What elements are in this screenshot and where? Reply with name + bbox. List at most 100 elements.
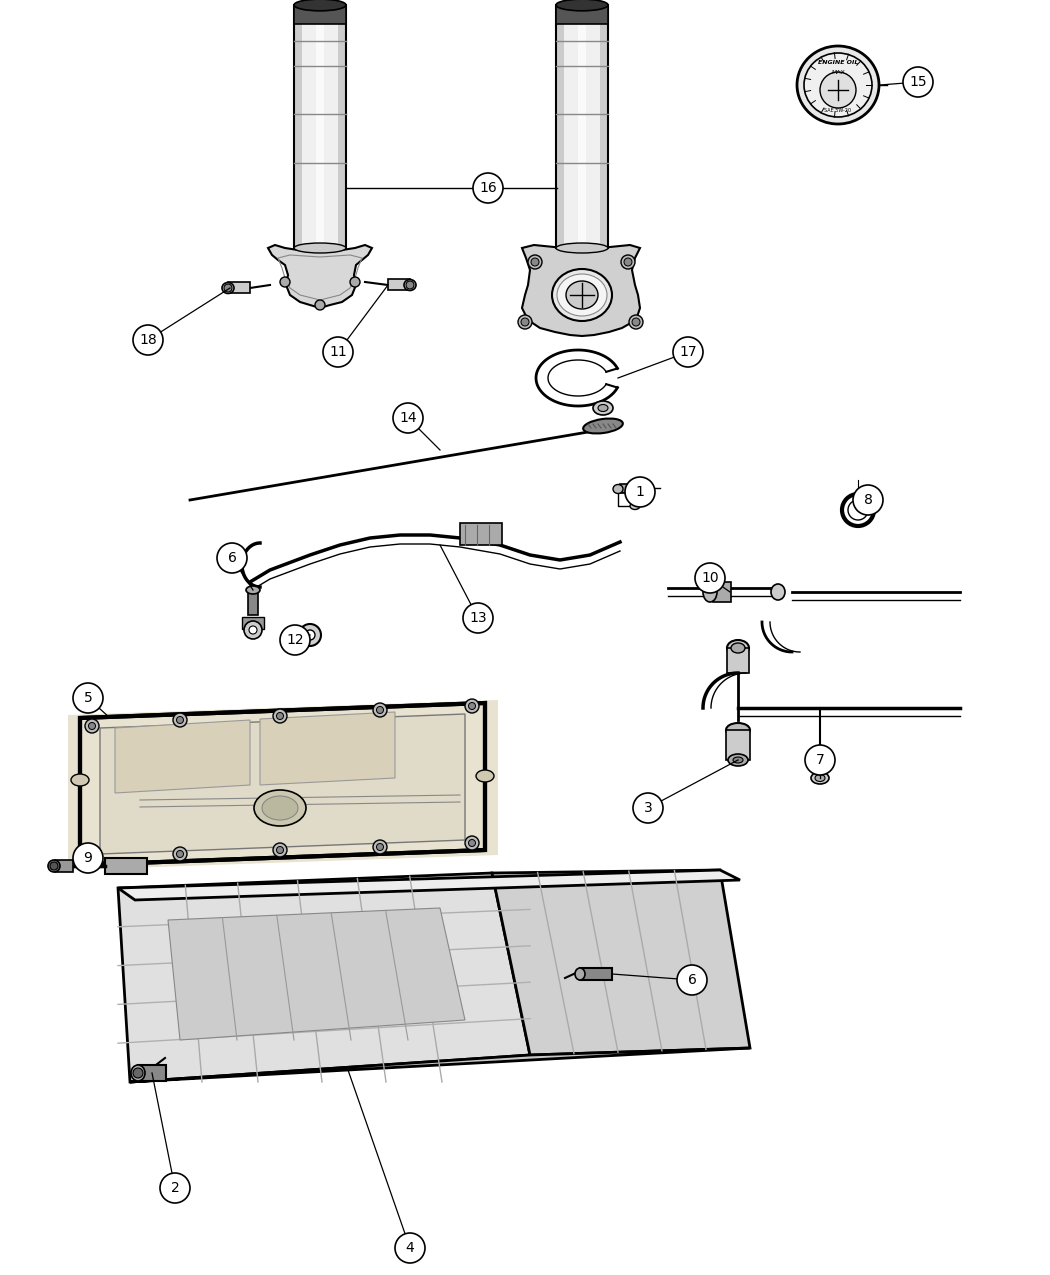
Circle shape [280,277,290,287]
Circle shape [273,843,287,857]
Ellipse shape [598,404,608,412]
Bar [727,648,749,673]
Bar [388,279,410,289]
Polygon shape [68,700,498,870]
Bar [316,5,324,249]
Bar [294,5,346,249]
Circle shape [621,255,635,269]
Circle shape [88,723,96,729]
Polygon shape [118,873,530,1082]
Text: 5: 5 [84,691,92,705]
Ellipse shape [566,280,598,309]
Ellipse shape [476,770,494,782]
Text: 6: 6 [688,973,696,987]
Polygon shape [268,245,372,309]
Circle shape [848,500,868,520]
Ellipse shape [131,1065,145,1081]
Circle shape [280,625,310,655]
Circle shape [85,850,99,864]
Text: MAX: MAX [831,70,845,75]
Circle shape [393,403,423,434]
Ellipse shape [246,586,260,594]
Circle shape [624,258,632,266]
Circle shape [518,315,532,329]
Text: 18: 18 [139,333,156,347]
Circle shape [276,713,284,719]
Ellipse shape [811,771,830,784]
Circle shape [629,315,643,329]
Text: 17: 17 [679,346,697,360]
Text: 16: 16 [479,181,497,195]
Ellipse shape [556,274,607,316]
Circle shape [273,709,287,723]
Circle shape [315,300,326,310]
Ellipse shape [583,418,623,434]
Bar [556,5,608,249]
Circle shape [217,543,247,572]
Circle shape [88,854,96,862]
Circle shape [299,623,321,646]
Ellipse shape [404,279,416,291]
Bar [55,861,74,872]
Circle shape [395,1233,425,1264]
Bar [460,523,502,544]
Polygon shape [118,870,740,900]
Circle shape [74,843,103,873]
Bar [556,5,564,249]
Ellipse shape [733,757,743,762]
Ellipse shape [704,581,717,602]
Circle shape [406,280,414,289]
Circle shape [276,847,284,853]
Ellipse shape [556,244,608,252]
Ellipse shape [254,790,306,826]
Ellipse shape [815,774,825,782]
Bar [228,282,250,293]
Text: 15: 15 [909,75,927,89]
Circle shape [468,839,476,847]
Circle shape [133,1068,143,1077]
Text: 6: 6 [228,551,236,565]
Bar [580,968,612,980]
Text: 8: 8 [863,493,873,507]
Circle shape [373,703,387,717]
Polygon shape [260,711,395,785]
Ellipse shape [613,484,623,493]
Circle shape [176,717,184,723]
Bar [294,5,346,24]
Bar [713,581,731,602]
Circle shape [50,862,58,870]
Text: 4: 4 [405,1241,415,1255]
Circle shape [468,703,476,709]
Polygon shape [168,908,465,1040]
Bar [105,858,147,873]
Text: 14: 14 [399,411,417,425]
Text: 9: 9 [84,850,92,864]
Ellipse shape [726,723,750,737]
Ellipse shape [630,502,640,510]
Bar [338,5,347,249]
Circle shape [224,284,232,292]
Circle shape [805,745,835,775]
Ellipse shape [552,269,612,321]
Bar [620,484,640,493]
Ellipse shape [771,584,785,601]
Polygon shape [100,714,465,854]
Circle shape [903,68,933,97]
Ellipse shape [294,0,346,10]
Circle shape [632,317,640,326]
Circle shape [173,847,187,861]
Ellipse shape [262,796,298,820]
Circle shape [465,836,479,850]
Circle shape [304,630,315,640]
Circle shape [377,706,383,714]
Text: 13: 13 [469,611,487,625]
Polygon shape [116,720,250,793]
Circle shape [673,337,704,367]
Ellipse shape [593,402,613,414]
Text: 10: 10 [701,571,719,585]
Ellipse shape [556,0,608,10]
Circle shape [528,255,542,269]
Bar [556,5,608,24]
Circle shape [173,713,187,727]
Circle shape [853,484,883,515]
